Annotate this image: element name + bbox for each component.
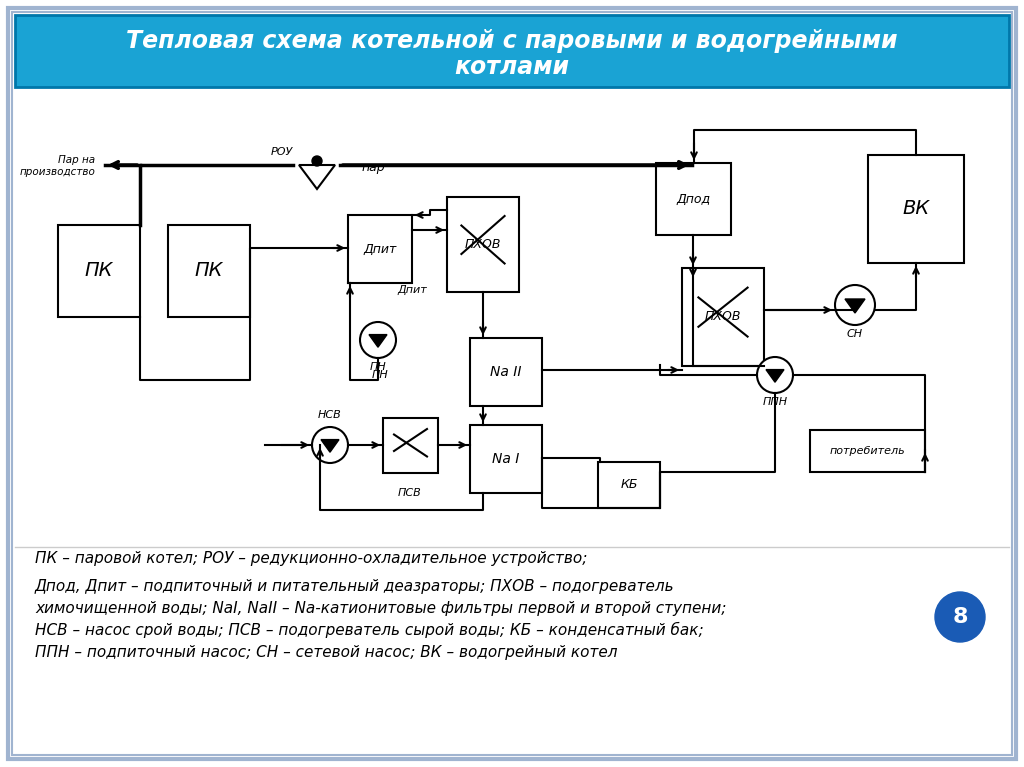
Text: ВК: ВК xyxy=(902,199,930,219)
Text: пар: пар xyxy=(362,160,386,173)
Circle shape xyxy=(757,357,793,393)
Text: Тепловая схема котельной с паровыми и водогрейными: Тепловая схема котельной с паровыми и во… xyxy=(126,29,898,53)
Bar xyxy=(58,225,140,317)
Bar xyxy=(168,225,250,317)
Bar xyxy=(810,430,925,472)
Text: 8: 8 xyxy=(952,607,968,627)
Text: ППН: ППН xyxy=(763,397,787,407)
Text: НСВ – насос срой воды; ПСВ – подогреватель сырой воды; КБ – конденсатный бак;: НСВ – насос срой воды; ПСВ – подогревате… xyxy=(35,622,703,638)
Text: Na I: Na I xyxy=(493,452,520,466)
Bar xyxy=(15,15,1009,87)
Text: Дпит: Дпит xyxy=(397,285,427,295)
Text: химочищенной воды; NaI, NaII – Na-катионитовые фильтры первой и второй ступени;: химочищенной воды; NaI, NaII – Na-катион… xyxy=(35,601,726,615)
Bar xyxy=(868,155,964,263)
Bar xyxy=(348,215,412,283)
Bar xyxy=(656,163,731,235)
Text: Na II: Na II xyxy=(490,365,522,379)
Text: РОУ: РОУ xyxy=(271,147,293,157)
Bar xyxy=(383,418,438,473)
Text: Пар на
производство: Пар на производство xyxy=(19,155,95,176)
Text: ПХОВ: ПХОВ xyxy=(465,238,502,251)
Circle shape xyxy=(360,322,396,358)
Polygon shape xyxy=(845,299,865,313)
Text: Дпод: Дпод xyxy=(677,193,711,206)
Polygon shape xyxy=(766,370,784,382)
Circle shape xyxy=(935,592,985,642)
Bar xyxy=(470,425,542,493)
Bar xyxy=(447,197,519,292)
Text: СН: СН xyxy=(847,329,863,339)
Text: ПХОВ: ПХОВ xyxy=(705,311,741,324)
Text: ПН: ПН xyxy=(372,370,388,380)
Text: Дпит: Дпит xyxy=(364,242,396,255)
Polygon shape xyxy=(299,165,335,189)
Text: НСВ: НСВ xyxy=(318,410,342,420)
Text: ПК: ПК xyxy=(195,262,223,281)
Text: котлами: котлами xyxy=(455,55,569,79)
Circle shape xyxy=(312,156,322,166)
Bar xyxy=(682,268,764,366)
Circle shape xyxy=(835,285,874,325)
Text: ПН: ПН xyxy=(370,362,386,372)
Bar xyxy=(470,338,542,406)
Polygon shape xyxy=(321,439,339,453)
Text: ППН – подпиточный насос; СН – сетевой насос; ВК – водогрейный котел: ППН – подпиточный насос; СН – сетевой на… xyxy=(35,644,617,660)
Polygon shape xyxy=(369,334,387,347)
Text: потребитель: потребитель xyxy=(829,446,905,456)
Text: КБ: КБ xyxy=(621,479,638,492)
Text: Дпод, Дпит – подпиточный и питательный деазраторы; ПХОВ – подогреватель: Дпод, Дпит – подпиточный и питательный д… xyxy=(35,578,675,594)
Circle shape xyxy=(312,427,348,463)
Text: ПСВ: ПСВ xyxy=(398,488,422,498)
Bar xyxy=(598,462,660,508)
Text: ПК: ПК xyxy=(85,262,114,281)
Text: ПК – паровой котел; РОУ – редукционно-охладительное устройство;: ПК – паровой котел; РОУ – редукционно-ох… xyxy=(35,551,588,565)
